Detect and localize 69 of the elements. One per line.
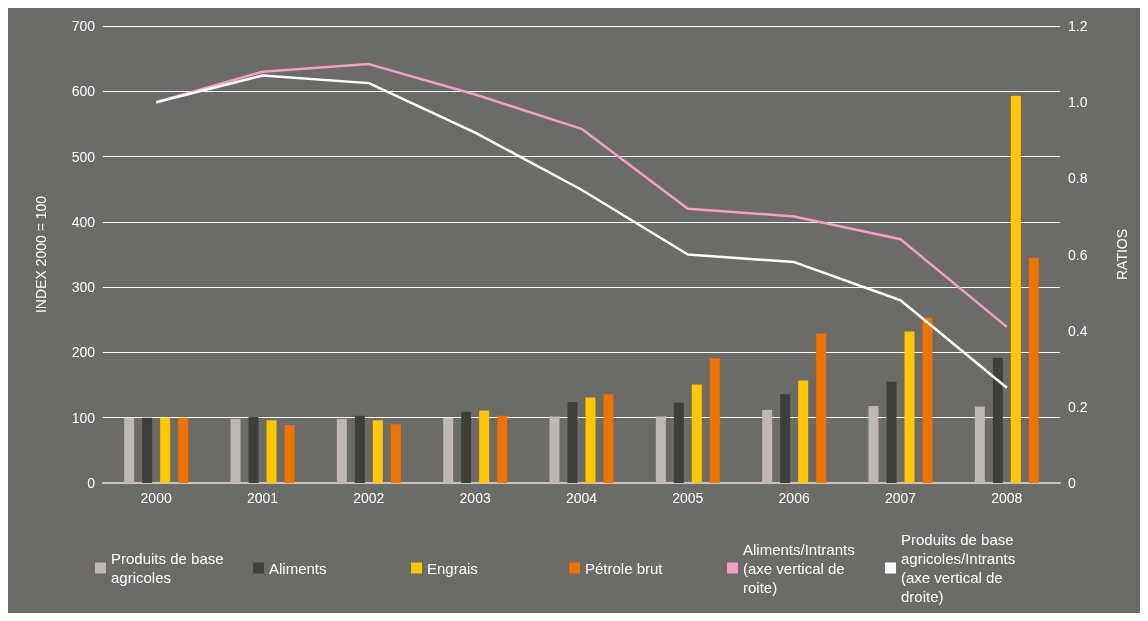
bar (904, 331, 915, 483)
legend-label: Engrais (427, 559, 478, 577)
y-tick-label: 500 (71, 148, 96, 165)
y-tick-label: 100 (71, 409, 96, 426)
bar (248, 417, 259, 483)
bar (497, 415, 508, 483)
bar (922, 317, 933, 483)
bar (230, 419, 241, 483)
line-series (154, 62, 1009, 329)
bar (992, 357, 1003, 483)
x-tick-label: 2001 (246, 490, 279, 506)
bar (974, 406, 985, 483)
bar (479, 410, 490, 483)
y-tick-label: 200 (71, 344, 96, 361)
bar (354, 415, 365, 483)
legend-label: Produits de base agricoles/Intrants (axe vertical de droite) (901, 531, 1020, 605)
bar (780, 394, 791, 483)
legend-label: Aliments/Intrants (axe vertical de roite) (743, 540, 859, 596)
bar (390, 424, 401, 483)
y-tick-label: 700 (71, 18, 96, 34)
y2-axis-title: RATIOS (1114, 228, 1130, 281)
legend-label: Produits de base agricoles (111, 550, 228, 586)
y-tick-label: 600 (71, 83, 96, 100)
bar (585, 397, 596, 483)
x-tick-label: 2005 (672, 490, 704, 506)
bar (603, 394, 614, 483)
bar (443, 417, 454, 483)
legend-label: Pétrole brut (585, 559, 664, 577)
bar (336, 419, 347, 483)
bar (160, 417, 171, 483)
bar (178, 417, 189, 483)
bar (567, 402, 578, 483)
y2-tick-label: 0.8 (1068, 170, 1088, 187)
bar (673, 402, 684, 483)
x-tick-label: 2002 (353, 490, 385, 506)
y2-tick-label: 1.0 (1068, 94, 1088, 111)
y2-tick-label: 0 (1068, 475, 1076, 491)
legend-label: Aliments (269, 559, 327, 577)
bar (655, 416, 666, 483)
x-tick-label: 2004 (565, 490, 598, 506)
y2-tick-label: 0.6 (1068, 246, 1088, 263)
bar (886, 381, 897, 483)
y-tick-label: 0 (87, 475, 96, 491)
x-tick-label: 2003 (459, 490, 491, 506)
y2-tick-label: 0.4 (1068, 322, 1088, 339)
y-axis-title: INDEX 2000 = 100 (33, 195, 49, 314)
y2-tick-label: 0.2 (1068, 398, 1088, 415)
bar (816, 333, 827, 483)
x-tick-label: 2006 (778, 490, 810, 506)
y-tick-label: 400 (71, 213, 96, 230)
x-tick-label: 2007 (884, 490, 917, 506)
bar (124, 417, 135, 483)
bar (691, 384, 702, 483)
bar (1010, 95, 1021, 483)
x-tick-label: 2008 (991, 490, 1023, 506)
bar (461, 411, 472, 483)
bar (142, 417, 153, 483)
bar (868, 405, 879, 483)
bar (284, 424, 295, 483)
bar (549, 416, 560, 483)
y2-tick-label: 1.2 (1068, 18, 1088, 34)
y-tick-label: 300 (71, 279, 96, 296)
bar (709, 358, 720, 483)
bar (762, 409, 773, 483)
bar (372, 420, 383, 483)
bar (266, 420, 277, 483)
x-tick-label: 2000 (140, 490, 172, 506)
bar (1028, 257, 1039, 483)
bar (798, 380, 809, 483)
